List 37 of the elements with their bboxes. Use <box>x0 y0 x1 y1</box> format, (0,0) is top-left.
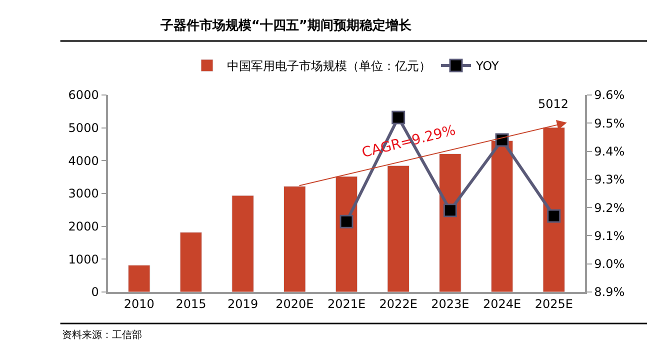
y-tick-label: 0 <box>91 285 99 300</box>
y2-tick-label: 9.5% <box>594 116 625 130</box>
y2-tick-label: 9.3% <box>594 172 625 187</box>
y2-tick-label: 9.4% <box>594 144 625 158</box>
point <box>547 209 561 223</box>
legend-label: YOY <box>475 59 500 74</box>
x-tick-label: 2019 <box>228 297 258 312</box>
y-tick-label: 1000 <box>68 252 99 266</box>
x-tick-label: 2024E <box>482 297 522 312</box>
bar <box>180 232 202 292</box>
bar <box>232 195 254 292</box>
x-tick-label: 2015 <box>176 297 206 312</box>
x-tick-label: 2020E <box>276 297 314 312</box>
point <box>443 204 457 218</box>
y-tick-label: 3000 <box>68 186 99 201</box>
y2-tick-label: 9.0% <box>594 257 625 272</box>
x-tick-label: 2010 <box>124 297 154 312</box>
y2-tick-label: 9.1% <box>594 228 625 243</box>
legend-label: 中国军用电子市场规模（单位：亿元） <box>227 59 431 74</box>
chart-title: 子器件市场规模“十四五”期间预期稳定增长 <box>159 18 412 34</box>
x-tick-label: 2023E <box>431 297 470 312</box>
y2-tick-label: 9.6% <box>594 88 625 102</box>
point <box>392 110 406 124</box>
point <box>340 214 354 228</box>
x-tick-label: 2021E <box>327 297 366 312</box>
text: 资料来源：工信部 <box>62 329 142 341</box>
data-label: 5012 <box>538 97 569 111</box>
x-tick-label: 2022E <box>379 297 418 312</box>
y2-tick-label: 9.2% <box>594 200 625 215</box>
y-tick-label: 4000 <box>68 154 99 168</box>
x-tick-label: 2025E <box>534 297 573 312</box>
y2-tick-label: 8.9% <box>594 285 625 300</box>
bar <box>128 264 150 292</box>
y-tick-label: 6000 <box>68 88 99 102</box>
y-tick-label: 5000 <box>68 121 99 136</box>
point <box>495 133 509 147</box>
y-tick-label: 2000 <box>68 220 99 234</box>
